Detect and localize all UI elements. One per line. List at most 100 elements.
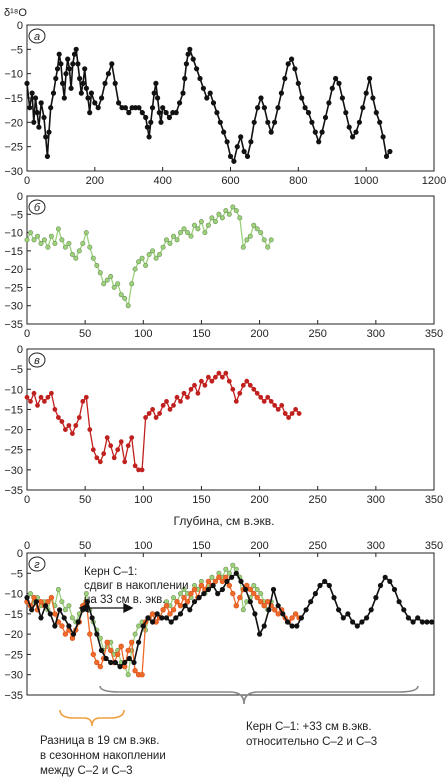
data-point <box>353 129 359 135</box>
data-point <box>292 66 298 72</box>
data-point <box>214 109 220 116</box>
data-point <box>174 237 180 243</box>
data-point <box>251 582 257 588</box>
data-point <box>66 623 72 629</box>
data-point <box>234 144 240 150</box>
y-tick-label: −5 <box>10 364 23 376</box>
data-point <box>83 394 89 400</box>
data-point <box>24 237 30 243</box>
data-point <box>396 599 402 605</box>
data-point <box>27 591 33 597</box>
data-point <box>185 230 191 236</box>
data-point <box>52 406 58 412</box>
data-point <box>254 226 260 232</box>
data-point <box>333 75 339 82</box>
data-point <box>80 241 86 247</box>
data-point <box>48 233 54 239</box>
data-point <box>68 85 74 91</box>
data-point <box>76 75 83 82</box>
data-point <box>150 406 155 412</box>
data-point <box>125 647 131 654</box>
data-point <box>181 586 187 592</box>
data-point <box>258 230 264 236</box>
data-point <box>85 95 91 101</box>
x-tick-label: 150 <box>192 328 210 340</box>
data-point <box>178 398 183 404</box>
data-point <box>173 109 179 116</box>
x-tick-label: 150 <box>192 494 210 506</box>
data-point <box>139 109 145 116</box>
data-point <box>65 56 71 62</box>
panel-label: а <box>34 31 40 43</box>
data-point <box>187 46 193 52</box>
data-point <box>177 100 183 106</box>
data-point <box>87 109 93 116</box>
data-point <box>270 586 277 593</box>
data-point <box>139 467 145 473</box>
data-point <box>73 423 79 428</box>
data-point <box>194 66 200 72</box>
data-point <box>180 90 186 96</box>
data-point <box>316 139 322 145</box>
series-line <box>26 371 300 471</box>
x-tick-label: 200 <box>86 175 104 187</box>
data-point <box>230 204 236 210</box>
x-tick-label: 1200 <box>422 175 446 187</box>
data-point <box>150 619 156 625</box>
data-point <box>87 631 93 637</box>
data-point <box>34 109 40 116</box>
data-point <box>212 374 218 380</box>
data-point <box>160 607 166 613</box>
panel-frame <box>26 348 435 491</box>
data-point <box>331 594 337 601</box>
data-point <box>340 615 346 621</box>
annotation-shift-line-1: Керн С–1: <box>84 566 137 578</box>
data-point <box>45 244 51 250</box>
series-green <box>24 204 274 309</box>
data-point <box>31 390 37 396</box>
data-point <box>319 129 325 135</box>
data-point <box>195 390 201 396</box>
panel-label: б <box>34 202 41 214</box>
data-point <box>244 378 250 384</box>
data-point <box>80 80 86 86</box>
data-point <box>296 411 302 416</box>
data-point <box>45 394 51 400</box>
data-point <box>69 615 75 621</box>
data-point <box>278 90 285 96</box>
x-tick-label: 350 <box>425 540 443 552</box>
data-point <box>387 148 393 155</box>
data-point <box>154 611 160 617</box>
series-line <box>26 572 432 668</box>
x-tick-label: 100 <box>134 328 152 340</box>
data-point <box>373 594 379 601</box>
data-point <box>139 255 145 261</box>
data-point <box>38 394 44 400</box>
data-point <box>343 109 349 116</box>
data-point <box>294 623 300 629</box>
data-point <box>102 80 108 86</box>
data-point <box>191 586 198 593</box>
data-point <box>183 61 189 67</box>
data-point <box>419 619 426 625</box>
x-tick-label: 250 <box>309 494 327 506</box>
data-point <box>216 211 222 217</box>
data-point <box>118 643 124 649</box>
data-point <box>103 655 109 662</box>
data-point <box>24 80 30 86</box>
panel-б: 0−5−10−15−20−25−30−350 50 100 150 200 250 300 3… <box>4 191 443 340</box>
data-point <box>215 590 221 597</box>
data-point <box>200 85 206 91</box>
y-tick-label: −15 <box>4 93 23 105</box>
data-point <box>167 241 173 247</box>
data-point <box>54 66 61 72</box>
data-point <box>94 455 100 461</box>
data-point <box>58 61 64 67</box>
x-tick-label: 300 <box>367 540 385 552</box>
data-point <box>164 398 169 404</box>
panel-label-circle <box>28 199 46 215</box>
data-point <box>173 615 179 621</box>
data-point <box>231 158 237 164</box>
data-point <box>136 105 142 111</box>
data-point <box>429 619 435 625</box>
